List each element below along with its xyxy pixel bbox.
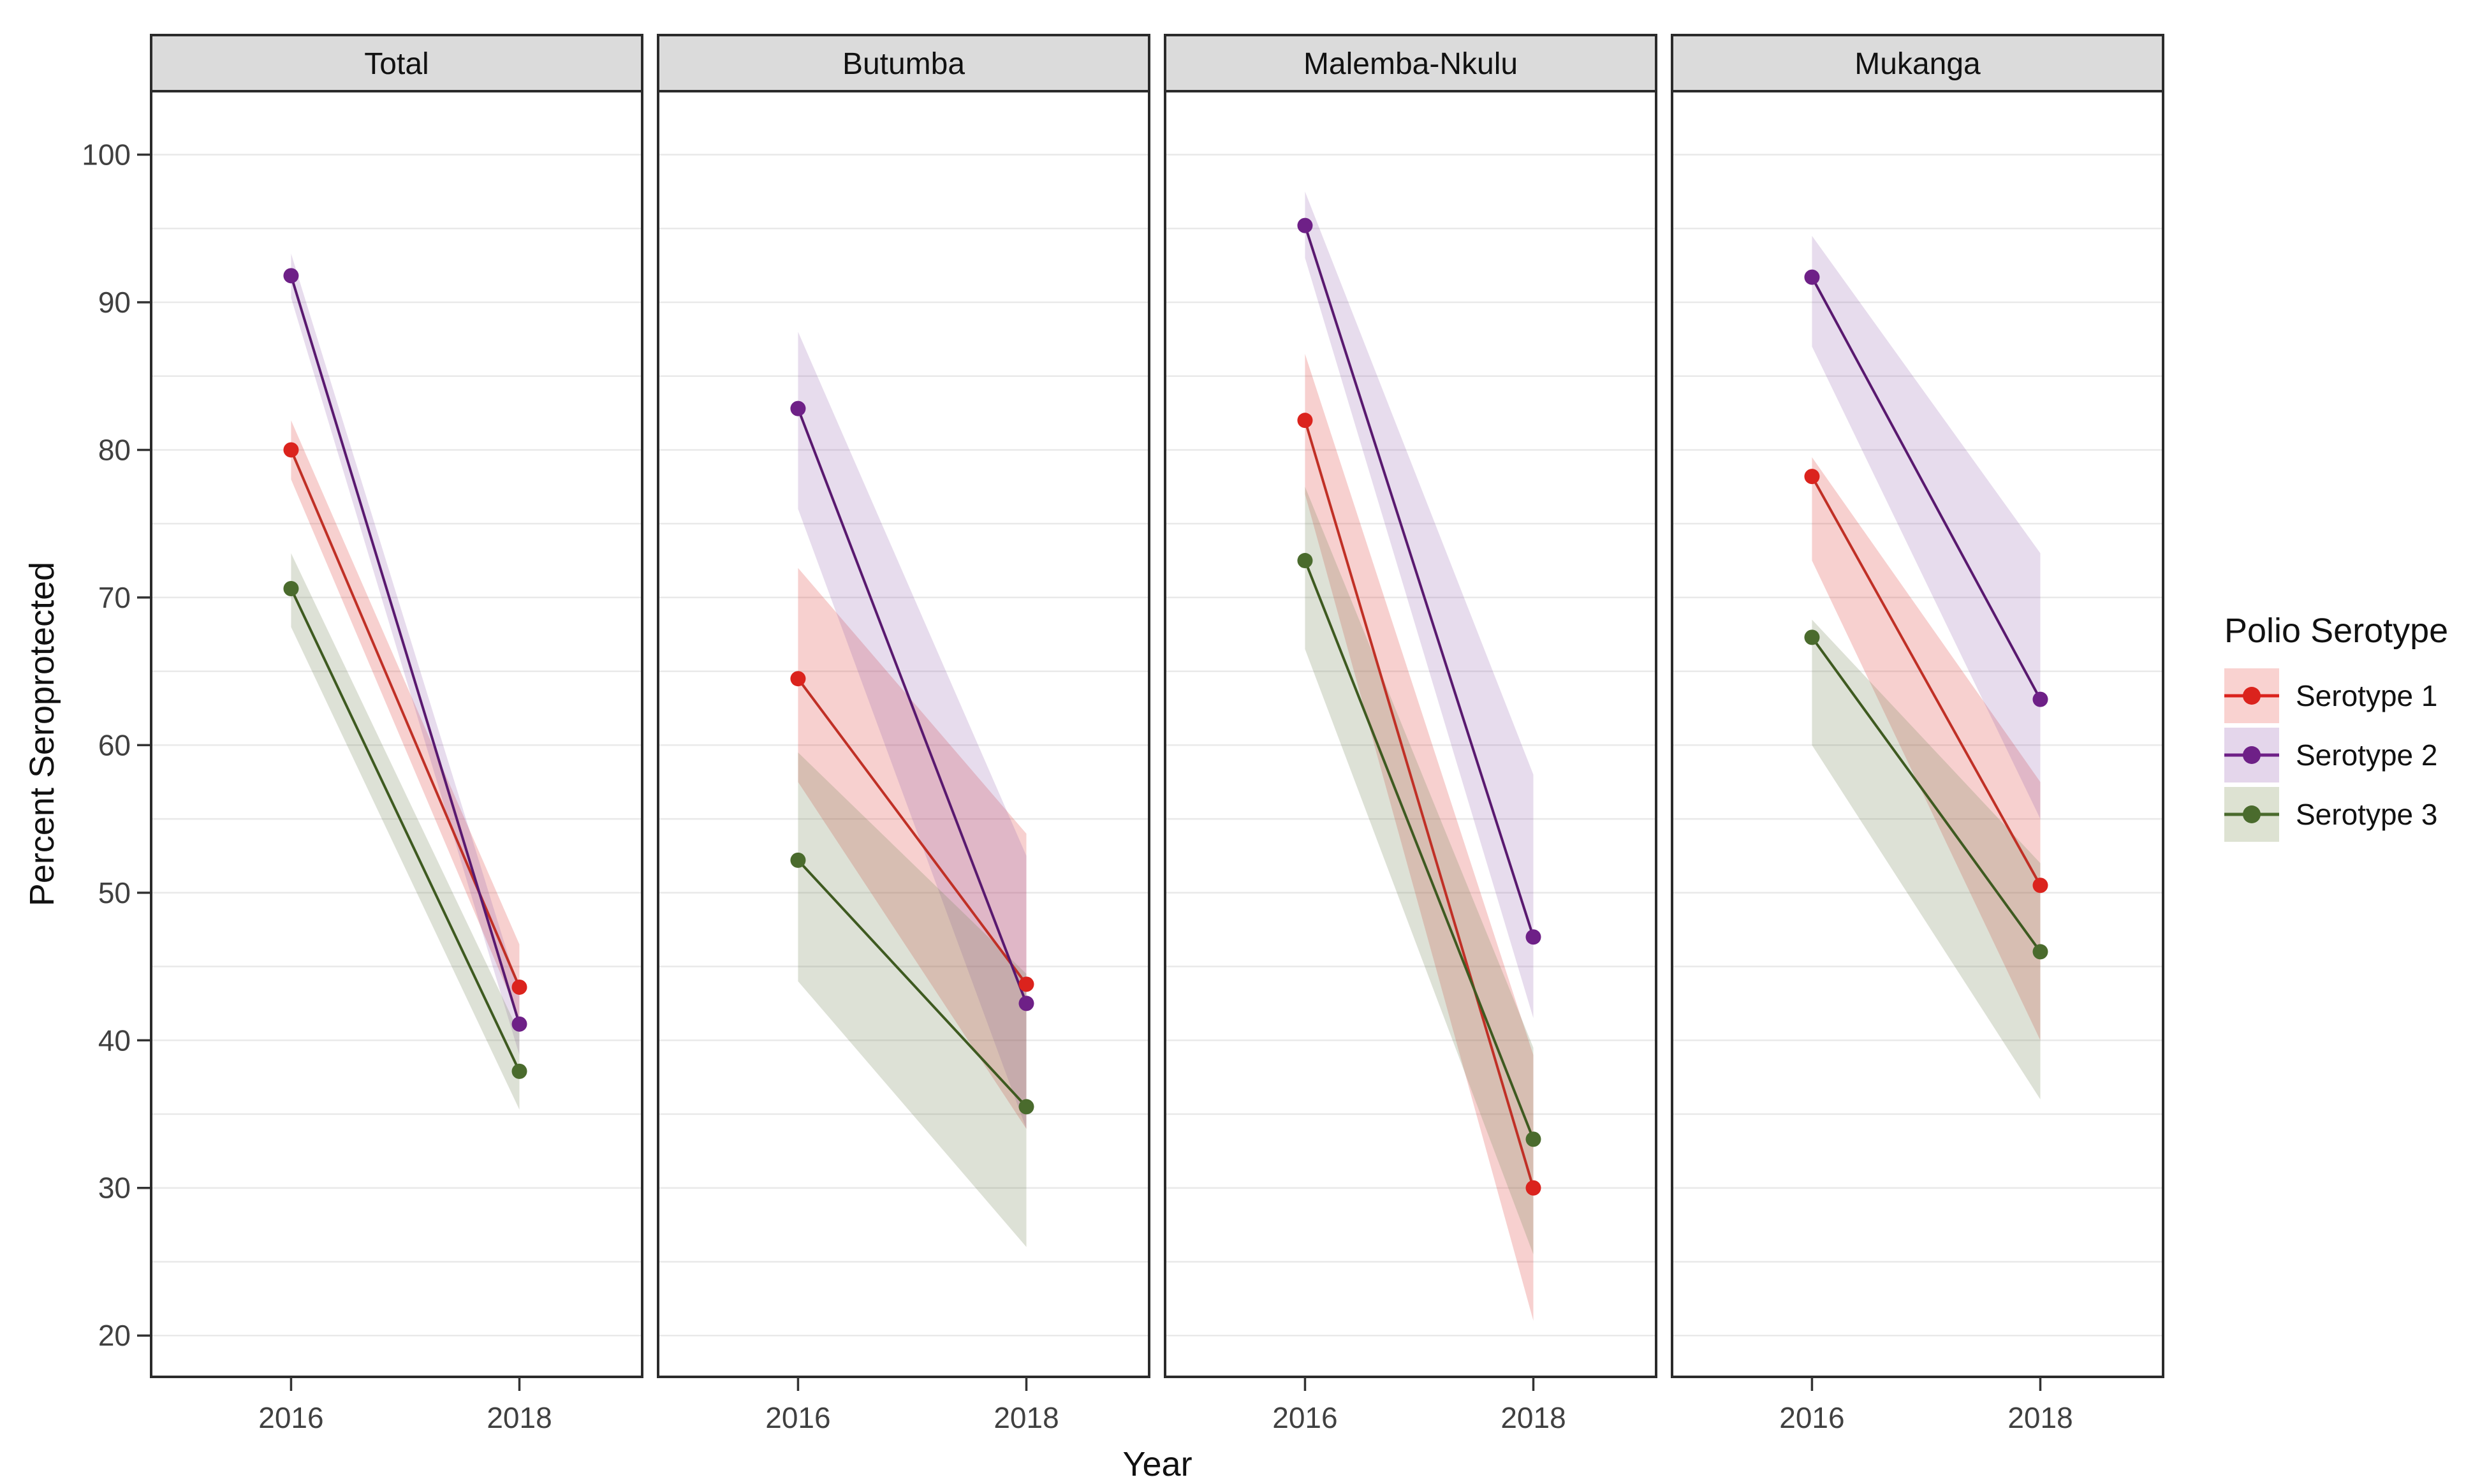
legend-item-serotype-2: Serotype 2 <box>2224 728 2473 782</box>
trend-line-serotype-3 <box>290 588 521 1072</box>
facet-strip <box>150 34 643 92</box>
facet-strip <box>1671 34 2164 92</box>
y-axis-tick-label: 90 <box>98 286 131 319</box>
ci-ribbon-serotype-2 <box>1305 191 1534 1018</box>
data-point-serotype-3-2016 <box>1297 553 1313 569</box>
data-point-serotype-3-2018 <box>1525 1131 1541 1147</box>
facet-strip-label: Butumba <box>842 47 965 81</box>
trend-line-serotype-2 <box>290 275 521 1025</box>
legend: Polio Serotype Serotype 1 Serotype 2 Ser… <box>2224 611 2473 846</box>
data-point-serotype-3-2018 <box>1018 1099 1034 1115</box>
x-axis-title: Year <box>1122 1445 1192 1483</box>
x-axis-tick-label: 2018 <box>487 1401 552 1434</box>
legend-item-serotype-3: Serotype 3 <box>2224 787 2473 842</box>
legend-title: Polio Serotype <box>2224 612 2449 650</box>
trend-line-serotype-3 <box>1810 636 2042 953</box>
legend-key-serotype-3-icon <box>2224 787 2279 842</box>
data-point-serotype-1-2016 <box>1297 413 1313 429</box>
data-point-serotype-1-2018 <box>511 979 527 995</box>
ci-ribbon-serotype-1 <box>798 568 1027 1129</box>
data-point-serotype-2-2018 <box>1525 929 1541 945</box>
data-point-serotype-1-2018 <box>1018 976 1034 992</box>
facet-strip <box>657 34 1150 92</box>
facet-strip-label: Mukanga <box>1854 47 1981 81</box>
x-axis-tick-label: 2018 <box>1501 1401 1566 1434</box>
legend-key-serotype-2-icon <box>2224 728 2279 782</box>
trend-line-serotype-2 <box>1303 225 1535 937</box>
data-point-serotype-3-2018 <box>2032 944 2048 960</box>
y-axis-tick-label: 30 <box>98 1172 131 1205</box>
facet-panel-malemba-nkulu: Malemba-Nkulu 2016 2018 <box>1164 34 1657 1434</box>
y-axis-tick-label: 80 <box>98 433 131 466</box>
y-axis-tick-label: 40 <box>98 1024 131 1057</box>
trend-line-serotype-2 <box>796 408 1028 1004</box>
x-axis-tick-label: 2016 <box>1272 1401 1337 1434</box>
x-axis-tick-label: 2016 <box>258 1401 323 1434</box>
data-point-serotype-1-2016 <box>1804 469 1820 485</box>
y-axis-tick-label: 60 <box>98 728 131 761</box>
data-point-serotype-1-2018 <box>2032 878 2048 893</box>
trend-line-serotype-1 <box>1810 476 2042 886</box>
facet-panel-butumba: Butumba 2016 2018 <box>657 34 1150 1434</box>
facet-panel-mukanga: Mukanga 2016 2018 <box>1671 34 2164 1434</box>
trend-line-serotype-3 <box>796 859 1027 1108</box>
trend-line-serotype-2 <box>1810 276 2042 700</box>
ci-ribbon-serotype-3 <box>798 752 1027 1247</box>
trend-line-serotype-1 <box>796 678 1028 985</box>
legend-label: Serotype 1 <box>2296 679 2438 712</box>
ci-ribbon-serotype-3 <box>1305 487 1534 1254</box>
legend-key-dot <box>2243 805 2261 823</box>
y-axis-title: Percent Seroprotected <box>23 561 61 907</box>
legend-key-serotype-1-icon <box>2224 668 2279 723</box>
data-point-serotype-1-2016 <box>283 442 299 458</box>
panel-background <box>658 91 1149 1377</box>
ci-ribbon-serotype-1 <box>1305 353 1534 1321</box>
legend-item-serotype-1: Serotype 1 <box>2224 668 2473 723</box>
facet-strip <box>1164 34 1657 92</box>
legend-label: Serotype 2 <box>2296 738 2438 772</box>
facet-strip-label: Total <box>364 47 429 81</box>
y-axis-tick-label: 20 <box>98 1319 131 1352</box>
data-point-serotype-3-2016 <box>283 581 299 597</box>
data-point-serotype-2-2018 <box>1018 995 1034 1011</box>
trend-line-serotype-3 <box>1303 560 1535 1140</box>
panel-background <box>1672 91 2163 1377</box>
data-point-serotype-2-2016 <box>283 268 299 284</box>
data-point-serotype-3-2016 <box>1804 629 1820 645</box>
facet-strip-label: Malemba-Nkulu <box>1303 47 1518 81</box>
trend-line-serotype-1 <box>1303 420 1535 1189</box>
ci-ribbon-serotype-1 <box>1812 457 2041 1041</box>
ci-ribbon-serotype-2 <box>798 332 1027 1129</box>
x-axis-tick-label: 2018 <box>2007 1401 2073 1434</box>
data-point-serotype-2-2016 <box>790 400 806 416</box>
x-axis-tick-label: 2018 <box>994 1401 1059 1434</box>
data-point-serotype-2-2018 <box>2032 691 2048 707</box>
data-point-serotype-2-2018 <box>511 1016 527 1032</box>
data-point-serotype-1-2016 <box>790 671 806 687</box>
legend-key-dot <box>2243 687 2261 705</box>
panel-background <box>151 91 642 1377</box>
y-axis-tick-label: 100 <box>82 138 131 172</box>
data-point-serotype-2-2016 <box>1297 217 1313 233</box>
data-point-serotype-3-2016 <box>790 852 806 868</box>
data-point-serotype-1-2018 <box>1525 1180 1541 1196</box>
ci-ribbon-serotype-3 <box>1812 619 2041 1099</box>
legend-key-dot <box>2243 746 2261 764</box>
data-point-serotype-2-2016 <box>1804 269 1820 285</box>
y-axis-tick-label: 50 <box>98 876 131 909</box>
x-axis-tick-label: 2016 <box>1779 1401 1844 1434</box>
legend-label: Serotype 3 <box>2296 798 2438 831</box>
x-axis-tick-label: 2016 <box>765 1401 830 1434</box>
panel-background <box>1165 91 1656 1377</box>
facet-panel-total: Total 2016 2018 <box>150 34 643 1434</box>
data-point-serotype-3-2018 <box>511 1063 527 1079</box>
y-axis-tick-label: 70 <box>98 581 131 614</box>
